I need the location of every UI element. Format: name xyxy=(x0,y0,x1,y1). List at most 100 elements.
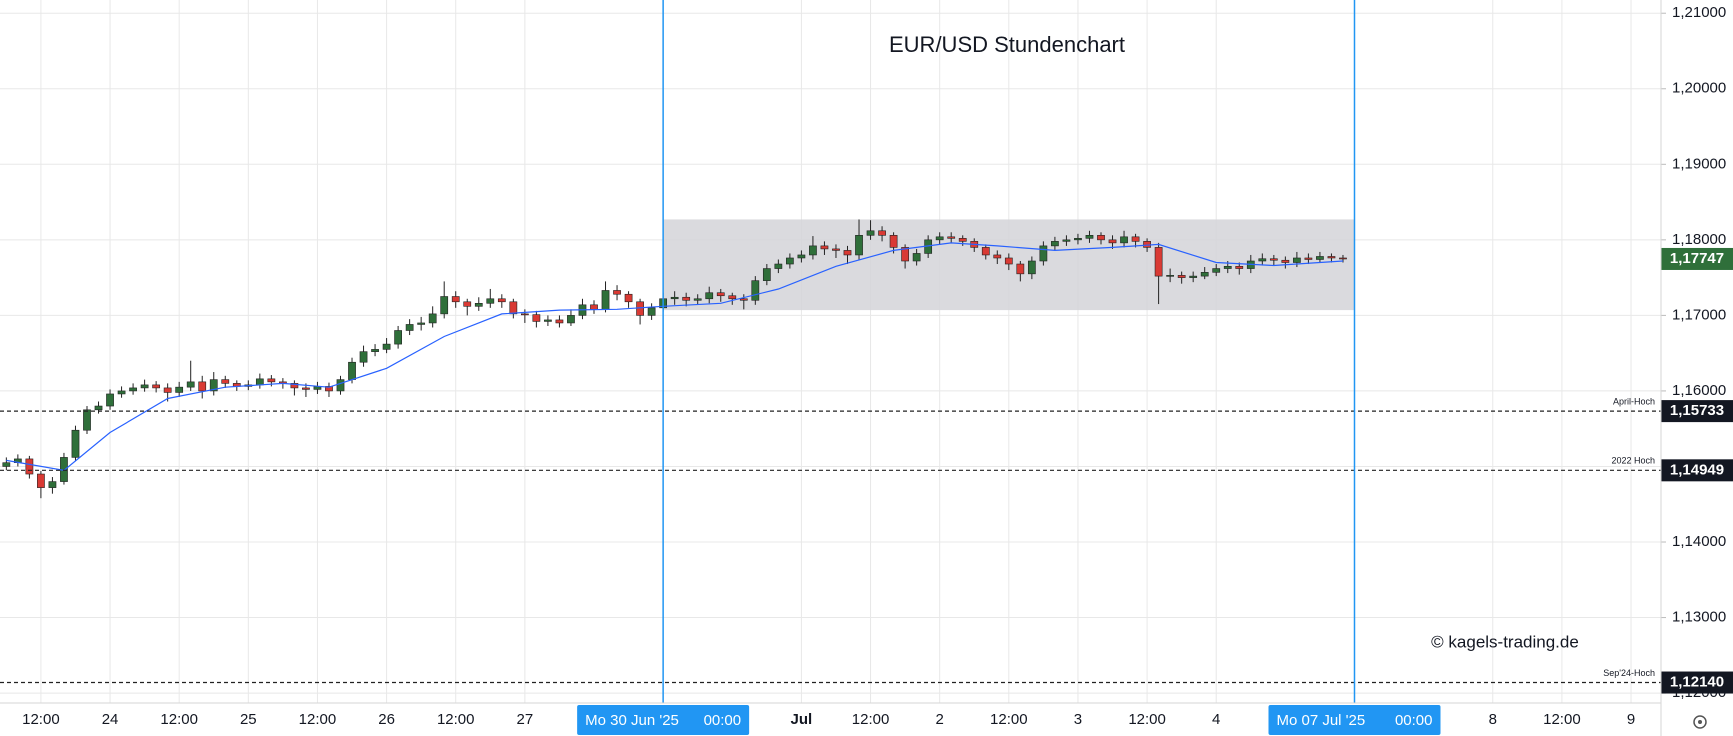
candle-body xyxy=(555,319,564,324)
candle-body xyxy=(786,257,794,265)
candle-body xyxy=(1108,239,1117,244)
x-tick-label: 12:00 xyxy=(1543,711,1581,728)
y-tick-label: 1,14000 xyxy=(1672,533,1726,550)
level-tag xyxy=(1661,671,1733,694)
x-tick-label: 24 xyxy=(102,711,119,728)
candle-body xyxy=(71,429,80,458)
x-tick-label: 25 xyxy=(240,711,257,728)
candle-body xyxy=(1281,259,1290,263)
candle-body xyxy=(1327,256,1336,259)
x-tick-label: 26 xyxy=(378,711,395,728)
settings-icon-ring[interactable] xyxy=(1693,715,1707,729)
candle-body xyxy=(843,250,852,256)
candle-body xyxy=(336,379,345,392)
candle-body xyxy=(497,298,506,303)
x-tick-label: 12:00 xyxy=(990,711,1028,728)
candle-body xyxy=(255,378,264,386)
candle-body xyxy=(855,235,863,256)
marker-date: Mo 30 Jun '25 xyxy=(585,712,679,729)
x-tick-label: Jul xyxy=(791,711,813,728)
candle-body xyxy=(935,236,944,241)
candle-body xyxy=(624,293,633,303)
candle-body xyxy=(1085,235,1094,239)
candle-body xyxy=(290,383,299,389)
candle-body xyxy=(451,296,460,303)
candle-body xyxy=(221,379,230,384)
candle-body xyxy=(348,361,356,380)
candle-body xyxy=(267,378,276,383)
candle-body xyxy=(163,387,172,393)
candle-body xyxy=(394,330,402,345)
candle-body xyxy=(474,303,483,307)
candle-body xyxy=(209,379,218,392)
settings-icon[interactable] xyxy=(1693,715,1707,729)
candle-body xyxy=(198,381,207,392)
candle-body xyxy=(809,245,817,256)
candle-body xyxy=(463,301,472,307)
x-tick-label: 12:00 xyxy=(299,711,337,728)
candle-body xyxy=(382,343,391,350)
candle-body xyxy=(1177,275,1186,278)
x-tick-label: 9 xyxy=(1627,711,1635,728)
candle-body xyxy=(83,409,91,431)
x-tick-label: 2 xyxy=(936,711,944,728)
candle-body xyxy=(1339,257,1347,260)
y-tick-label: 1,16000 xyxy=(1672,382,1726,399)
candle-body xyxy=(1074,238,1082,241)
candle-body xyxy=(37,473,45,488)
candle-body xyxy=(1316,256,1324,260)
candle-body xyxy=(647,307,656,316)
candle-body xyxy=(751,280,760,301)
candle-body xyxy=(25,458,34,475)
candle-body xyxy=(1258,258,1267,262)
candle-body xyxy=(1004,257,1013,265)
candle-body xyxy=(152,384,161,389)
x-tick-label: 4 xyxy=(1212,711,1220,728)
candle-body xyxy=(428,313,437,324)
candle-body xyxy=(359,351,368,363)
watermark: © kagels-trading.de xyxy=(1431,632,1579,651)
x-tick-label: 12:00 xyxy=(437,711,475,728)
chart-title: EUR/USD Stundenchart xyxy=(889,32,1125,57)
y-tick-label: 1,21000 xyxy=(1672,4,1726,21)
candle-body xyxy=(866,230,875,236)
candle-body xyxy=(981,247,990,256)
y-tick-label: 1,17000 xyxy=(1672,306,1726,323)
x-tick-label: 12:00 xyxy=(1128,711,1166,728)
candle-body xyxy=(820,245,829,250)
candle-body xyxy=(636,301,644,316)
candle-body xyxy=(1235,265,1244,269)
candle-body xyxy=(1051,241,1059,247)
y-tick-label: 1,20000 xyxy=(1672,80,1726,97)
x-tick-label: 3 xyxy=(1074,711,1082,728)
level-name: Sep'24-Hoch xyxy=(1603,668,1655,678)
candle-body xyxy=(958,238,967,242)
candle-body xyxy=(186,381,195,388)
candle-body xyxy=(901,247,909,262)
settings-icon-dot[interactable] xyxy=(1698,720,1702,724)
level-name: 2022 Hoch xyxy=(1611,456,1655,466)
level-tag xyxy=(1661,459,1733,482)
candle-body xyxy=(1293,257,1301,263)
candle-body xyxy=(1131,236,1140,242)
candle-body xyxy=(509,301,518,315)
x-tick-label: 12:00 xyxy=(22,711,60,728)
candle-body xyxy=(371,349,379,352)
candle-body xyxy=(1016,263,1025,275)
y-tick-label: 1,13000 xyxy=(1672,609,1726,626)
candle-body xyxy=(325,386,333,392)
candle-body xyxy=(1097,235,1105,241)
candle-body xyxy=(728,295,737,300)
candle-body xyxy=(601,290,610,310)
candle-body xyxy=(48,481,57,488)
candle-body xyxy=(774,263,783,269)
y-tick-label: 1,19000 xyxy=(1672,155,1726,172)
candle-body xyxy=(1120,236,1128,244)
candle-body xyxy=(2,462,11,467)
marker-time: 00:00 xyxy=(704,712,742,729)
candle-body xyxy=(532,314,541,322)
marker-time: 00:00 xyxy=(1395,712,1433,729)
last-price-tag xyxy=(1661,247,1733,270)
